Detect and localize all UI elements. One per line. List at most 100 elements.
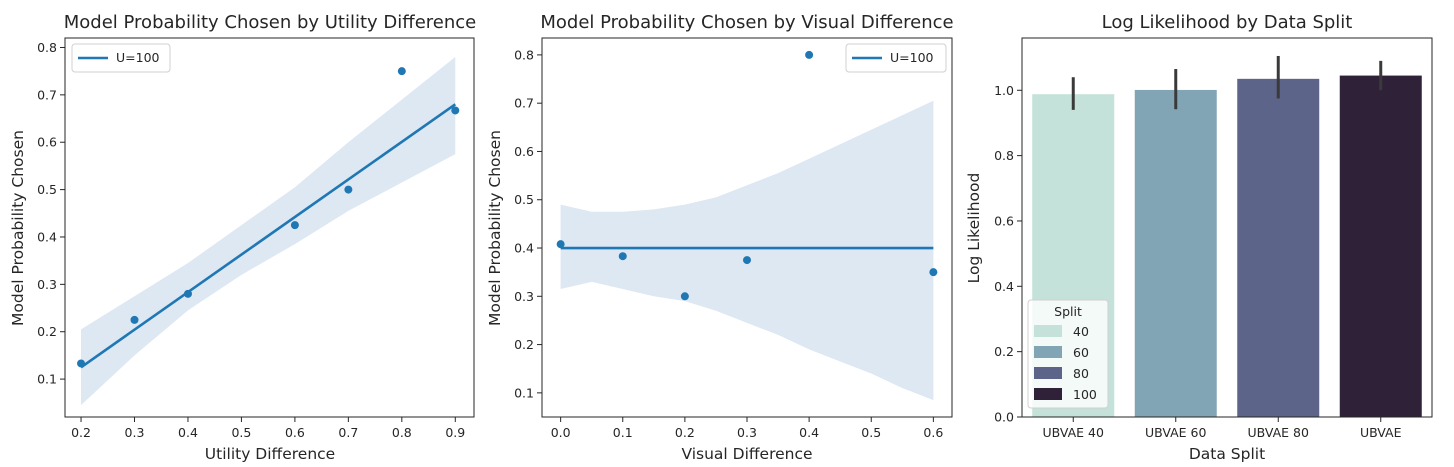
loglik-axes-frame [1021,37,1433,418]
data-point [77,359,86,368]
data-point [680,292,689,301]
x-tick-label: 0.6 [923,425,943,440]
loglik-bars [1032,75,1422,418]
loglik-y-ticks: 0.0 0.2 0.4 0.6 0.8 1.0 [994,83,1022,425]
split-legend-title: Split [1054,304,1082,319]
y-tick-label: 0.4 [37,229,57,244]
x-tick-label: 0.0 [551,425,571,440]
x-tick-label: UBVAE 80 [1248,425,1309,440]
visual-legend-box [845,43,947,73]
split-legend-label: 80 [1073,366,1089,381]
split-legend-swatch [1034,367,1062,379]
data-point [130,315,139,324]
data-point [183,289,192,298]
data-point [929,268,938,277]
loglik-y-label: Log Likelihood [965,173,983,284]
loglik-x-ticks: UBVAE 40 UBVAE 60 UBVAE 80 UBVAE [1043,417,1402,440]
data-point [618,252,627,261]
y-tick-label: 0.7 [514,96,534,111]
utility-axes-frame [64,37,475,418]
x-tick-label: 0.9 [445,425,465,440]
y-tick-label: 0.6 [37,135,57,150]
x-tick-label: 0.1 [613,425,633,440]
split-legend: Split 40 60 80 100 [1027,299,1109,409]
data-point [290,221,299,230]
data-point [344,185,353,194]
ci-band-area [81,56,456,406]
x-tick-label: 0.2 [675,425,695,440]
y-tick-label: 0.7 [37,87,57,102]
utility-legend-label: U=100 [116,50,160,65]
utility-title: Model Probability Chosen by Utility Diff… [64,12,476,33]
y-tick-label: 0.1 [514,385,534,400]
y-tick-label: 0.8 [37,40,57,55]
loglik-error-bars [1071,55,1383,110]
bar [1237,78,1320,417]
split-legend-label: 100 [1073,387,1097,402]
y-tick-label: 0.8 [994,148,1014,163]
x-tick-label: 0.2 [71,425,91,440]
y-tick-label: 0.8 [514,47,534,62]
visual-x-label: Visual Difference [681,445,812,463]
visual-y-ticks: 0.1 0.2 0.3 0.4 0.5 0.6 0.7 0.8 [514,47,542,400]
split-legend-label: 40 [1073,324,1089,339]
y-tick-label: 0.5 [514,192,534,207]
utility-x-label: Utility Difference [205,445,335,463]
visual-x-ticks: 0.0 0.1 0.2 0.3 0.4 0.5 0.6 [551,417,943,440]
y-tick-label: 0.2 [994,344,1014,359]
data-point [805,50,814,59]
utility-x-ticks: 0.2 0.3 0.4 0.5 0.6 0.7 0.8 0.9 [71,417,465,440]
visual-title: Model Probability Chosen by Visual Diffe… [540,12,953,33]
utility-fit-line [80,103,457,369]
utility-ci-band [81,56,456,406]
y-tick-label: 0.6 [994,213,1014,228]
y-tick-label: 0.4 [514,241,534,256]
x-tick-label: 0.3 [737,425,757,440]
data-point [451,106,460,115]
y-tick-label: 0.0 [994,410,1014,425]
visual-points [556,50,938,301]
y-tick-label: 0.2 [37,324,57,339]
utility-y-ticks: 0.1 0.2 0.3 0.4 0.5 0.6 0.7 0.8 [37,40,65,387]
visual-y-label: Model Probability Chosen [486,130,504,326]
y-tick-label: 0.4 [994,279,1014,294]
split-legend-items: 40 60 80 100 [1034,324,1097,402]
x-tick-label: UBVAE 60 [1145,425,1206,440]
data-point [743,256,751,265]
ci-band-area [560,100,934,401]
utility-y-label: Model Probability Chosen [9,130,27,326]
y-tick-label: 0.1 [37,372,57,387]
x-tick-label: UBVAE 40 [1043,425,1104,440]
loglik-title: Log Likelihood by Data Split [1102,12,1353,33]
bar [1134,89,1217,418]
x-tick-label: UBVAE [1360,425,1402,440]
loglik-x-label: Data Split [1189,445,1265,463]
loglik-panel: UBVAE 40 UBVAE 60 UBVAE 80 UBVAE 0.00.20.40… [965,12,1433,463]
y-tick-label: 0.6 [514,144,534,159]
x-tick-label: 0.8 [392,425,412,440]
utility-panel: 0.2 0.3 0.4 0.5 0.6 0.7 0.8 0.9 0.1 0.2 0.3 0.4 0.5… [9,12,476,463]
utility-legend: U=100 [71,43,171,73]
x-tick-label: 0.5 [231,425,251,440]
x-tick-label: 0.4 [178,425,198,440]
y-tick-label: 0.5 [37,182,57,197]
utility-legend-box [71,43,171,73]
y-tick-label: 1.0 [994,83,1014,98]
x-tick-label: 0.5 [861,425,881,440]
split-legend-swatch [1034,388,1062,400]
bar [1339,75,1422,417]
utility-points [77,67,460,368]
split-legend-swatch [1034,325,1062,337]
visual-ci-band [560,100,934,401]
split-legend-label: 60 [1073,345,1089,360]
x-tick-label: 0.7 [338,425,358,440]
x-tick-label: 0.3 [125,425,145,440]
y-tick-label: 0.3 [37,277,57,292]
data-point [397,67,406,76]
data-point [556,240,565,249]
x-tick-label: 0.6 [285,425,305,440]
y-tick-label: 0.2 [514,337,534,352]
visual-panel: 0.0 0.1 0.2 0.3 0.4 0.5 0.6 0.1 0.2 0.3 0.4 0.5 0.6… [486,12,954,463]
visual-legend-label: U=100 [890,50,934,65]
